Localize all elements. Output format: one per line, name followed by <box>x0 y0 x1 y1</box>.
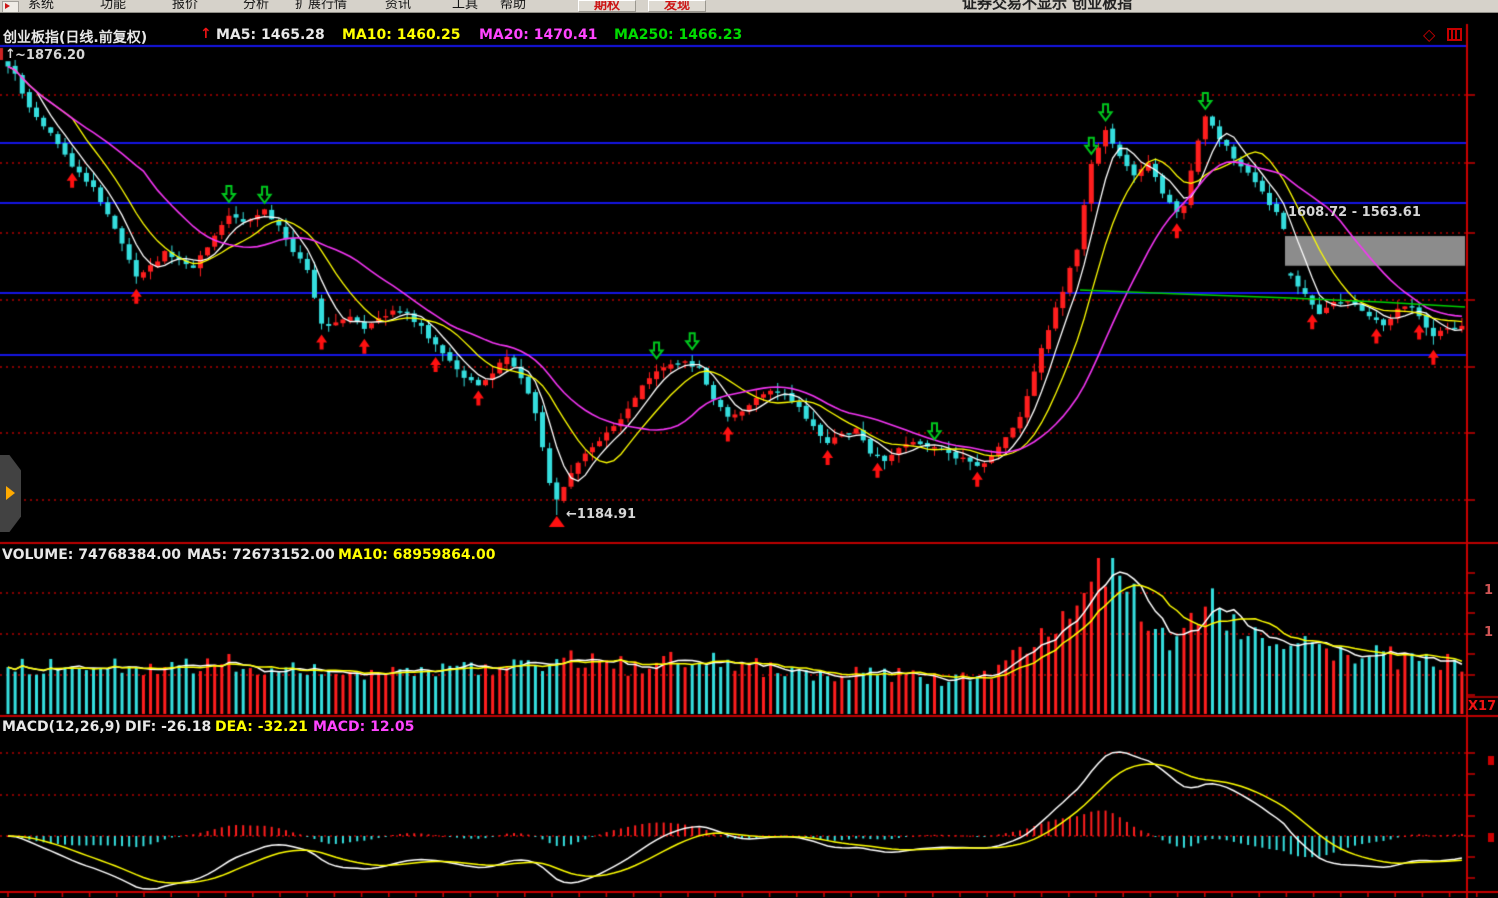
menu-item-news[interactable]: 资讯 <box>385 0 412 12</box>
menu-item-extended[interactable]: 扩展行情 <box>295 0 348 12</box>
dea-value: DEA: -32.21 <box>215 719 308 735</box>
menu-item-analysis[interactable]: 分析 <box>243 0 270 12</box>
menu-item-system[interactable]: 系统 <box>28 0 55 12</box>
menu-item-function[interactable]: 功能 <box>100 0 127 12</box>
pane-layout-icon[interactable] <box>1447 28 1462 41</box>
gap-range-label: 1608.72 - 1563.61 <box>1288 205 1421 220</box>
side-panel-expand-tab[interactable] <box>0 455 21 532</box>
trend-up-arrow-icon: ↑ <box>200 26 212 42</box>
volume-value: VOLUME: 74768384.00 <box>2 547 181 563</box>
volume-ma10-value: MA10: 68959864.00 <box>338 547 496 563</box>
menu-item-quotes[interactable]: 报价 <box>172 0 199 12</box>
expand-arrow-icon <box>6 486 15 500</box>
low-price-label: ←1184.91 <box>566 507 637 522</box>
menu-bar: 系统 功能 报价 分析 扩展行情 资讯 工具 帮助 期权 发现 证券交易不显示 … <box>0 0 1498 13</box>
menu-right-status-text: 证券交易不显示 创业板指 <box>962 0 1133 12</box>
volume-axis-fragment: 1 <box>1484 583 1494 598</box>
volume-multiplier-label: X17 <box>1468 699 1497 714</box>
menu-hot-button-1[interactable]: 期权 <box>578 0 636 12</box>
high-price-label: ~1876.20 <box>15 48 86 63</box>
app-logo-icon[interactable] <box>2 1 19 12</box>
high-marker-icon: ↑ <box>5 47 16 62</box>
volume-axis-fragment: 1 <box>1484 625 1494 640</box>
menu-hot-button-2[interactable]: 发现 <box>648 0 706 12</box>
ma5-value: MA5: 1465.28 <box>216 27 325 43</box>
menu-item-tools[interactable]: 工具 <box>452 0 479 12</box>
macd-name: MACD(12,26,9) <box>2 719 121 735</box>
ma250-value: MA250: 1466.23 <box>614 27 743 43</box>
diamond-icon[interactable]: ◇ <box>1423 25 1436 44</box>
volume-ma5-value: MA5: 72673152.00 <box>187 547 335 563</box>
menu-item-help[interactable]: 帮助 <box>500 0 527 12</box>
symbol-title: 创业板指(日线.前复权) <box>3 30 148 46</box>
ma10-value: MA10: 1460.25 <box>342 27 461 43</box>
ma20-value: MA20: 1470.41 <box>479 27 598 43</box>
dif-value: DIF: -26.18 <box>125 719 212 735</box>
macd-value: MACD: 12.05 <box>313 719 415 735</box>
